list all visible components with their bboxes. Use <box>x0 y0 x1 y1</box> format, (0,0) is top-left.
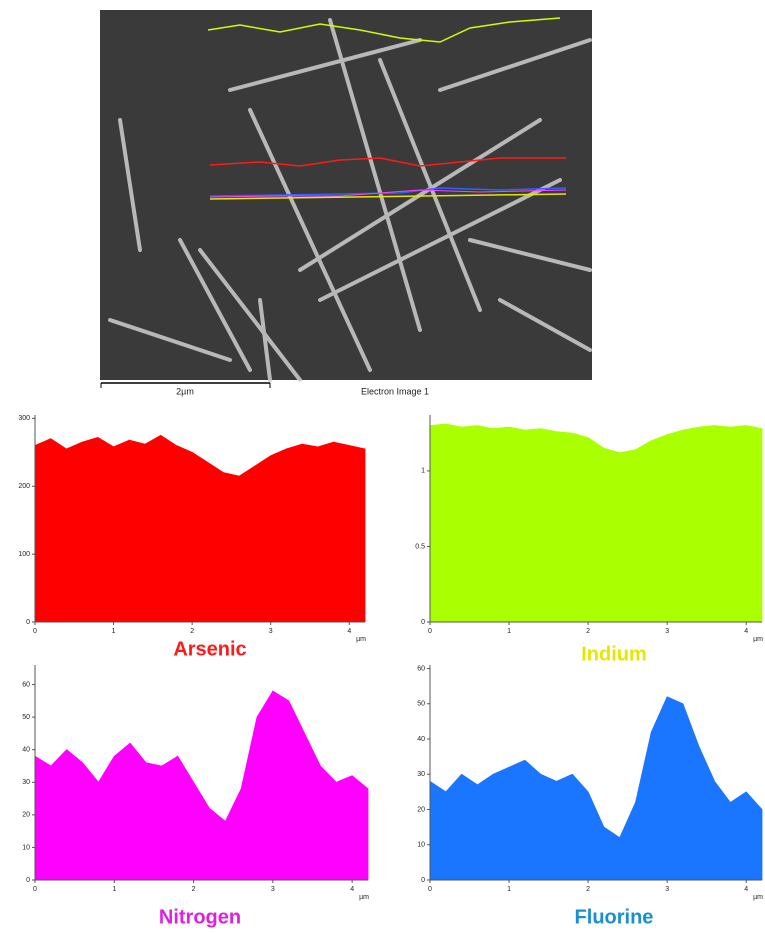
y-tick-label: 30 <box>417 771 425 778</box>
x-tick-label: 3 <box>665 628 669 635</box>
profile-chart: 0 10 20 30 40 50 60 0 1 2 3 4 µm Nitrogen <box>22 665 369 928</box>
x-tick-label: 2 <box>192 886 196 893</box>
y-tick-label: 200 <box>18 483 30 490</box>
y-tick-label: 30 <box>22 779 30 786</box>
y-tick-label: 0 <box>421 619 425 626</box>
y-tick-label: 300 <box>18 415 30 422</box>
y-tick-label: 60 <box>22 681 30 688</box>
x-tick-label: 0 <box>428 886 432 893</box>
x-tick-label: 2 <box>586 886 590 893</box>
area <box>429 423 763 623</box>
x-tick-label: 1 <box>507 628 511 635</box>
x-tick-label: 2 <box>190 628 194 635</box>
profile-chart: 0 0.5 1 0 1 2 3 4 µm Indium <box>415 415 763 665</box>
fluorine-trace <box>209 187 567 197</box>
y-tick-label: 100 <box>18 551 30 558</box>
x-tick-label: 3 <box>269 628 273 635</box>
y-tick-label: 10 <box>22 844 30 851</box>
x-axis-label: µm <box>359 894 369 901</box>
x-tick-label: 4 <box>347 628 351 635</box>
nanowires <box>108 18 592 382</box>
indium-trace <box>207 17 561 43</box>
y-tick-label: 50 <box>22 714 30 721</box>
image-caption: Electron Image 1 <box>361 386 429 396</box>
x-tick-label: 4 <box>350 886 354 893</box>
x-tick-label: 1 <box>507 886 511 893</box>
y-tick-label: 20 <box>22 812 30 819</box>
chart-title: Indium <box>581 643 647 665</box>
y-tick-label: 40 <box>417 736 425 743</box>
area <box>34 434 366 623</box>
y-tick-label: 0 <box>26 877 30 884</box>
area <box>34 690 369 881</box>
y-tick-label: 0 <box>421 877 425 884</box>
y-tick-label: 60 <box>417 665 425 672</box>
x-tick-label: 4 <box>744 628 748 635</box>
x-axis-label: µm <box>753 894 763 901</box>
x-tick-label: 2 <box>586 628 590 635</box>
chart-title: Arsenic <box>173 638 246 660</box>
sem-image: 2µm Electron Image 1 <box>100 10 592 396</box>
x-tick-label: 0 <box>33 886 37 893</box>
y-tick-label: 10 <box>417 842 425 849</box>
x-axis-label: µm <box>356 636 366 643</box>
x-tick-label: 1 <box>112 886 116 893</box>
x-tick-label: 3 <box>271 886 275 893</box>
y-tick-label: 1 <box>421 468 425 475</box>
x-tick-label: 0 <box>428 628 432 635</box>
area <box>429 696 763 881</box>
x-axis-label: µm <box>753 636 763 643</box>
chart-title: Fluorine <box>575 906 654 928</box>
y-tick-label: 0.5 <box>415 543 425 550</box>
y-tick-label: 20 <box>417 806 425 813</box>
x-tick-label: 1 <box>112 628 116 635</box>
profile-chart: 0 100 200 300 0 1 2 3 4 µm Arsenic <box>18 415 366 660</box>
chart-title: Nitrogen <box>159 906 241 928</box>
profile-chart: 0 10 20 30 40 50 60 0 1 2 3 4 µm Fluorine <box>417 665 763 928</box>
y-tick-label: 40 <box>22 747 30 754</box>
scale-label: 2µm <box>176 386 194 396</box>
scan-line <box>209 193 567 200</box>
x-tick-label: 3 <box>665 886 669 893</box>
y-tick-label: 50 <box>417 701 425 708</box>
x-tick-label: 0 <box>33 628 37 635</box>
arsenic-trace <box>209 157 566 167</box>
x-tick-label: 4 <box>744 886 748 893</box>
nitrogen-trace <box>209 189 567 198</box>
y-tick-label: 0 <box>26 619 30 626</box>
